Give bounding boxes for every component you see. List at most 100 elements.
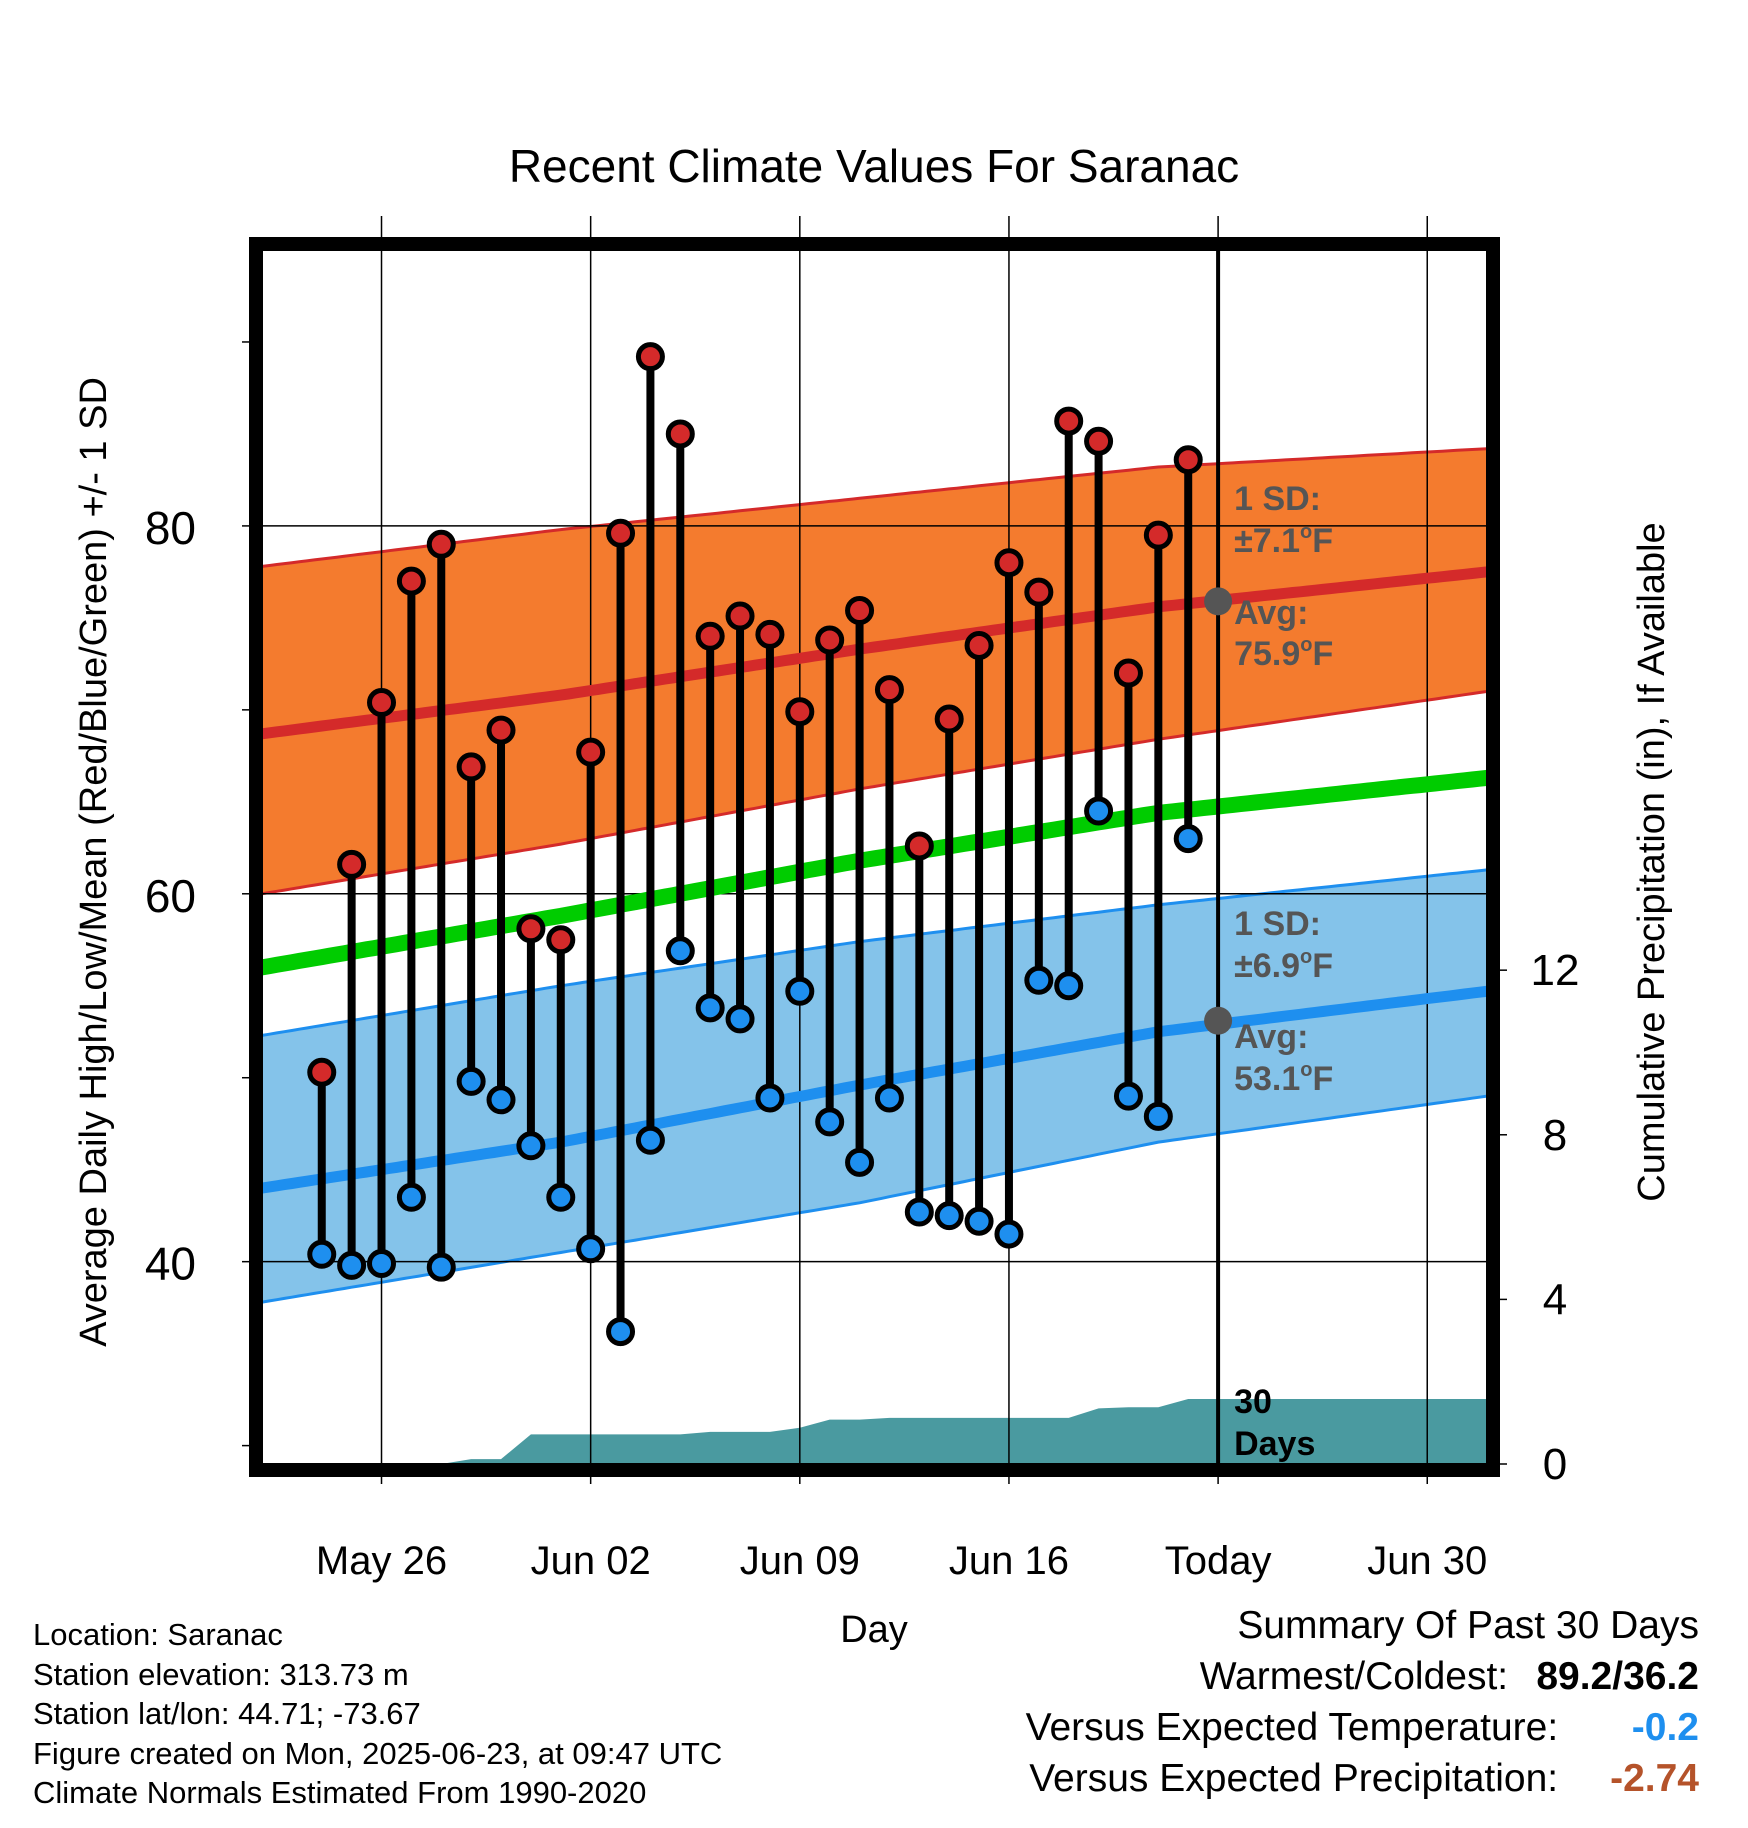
elevation-text: Station elevation: 313.73 m (33, 1656, 409, 1692)
x-tick-label-jun-02: Jun 02 (531, 1539, 651, 1583)
low-avg-label: Avg: (1234, 1018, 1308, 1056)
high-point-2025-06-17 (1024, 577, 1054, 607)
high-point-2025-06-08 (755, 619, 785, 649)
low-point-2025-06-13 (904, 1197, 934, 1227)
low-point-2025-05-29 (456, 1066, 486, 1096)
high-point-2025-06-09 (785, 697, 815, 727)
high-point-2025-05-24 (307, 1057, 337, 1087)
high-point-2025-06-07 (725, 601, 755, 631)
y-tick-label-60: 60 (145, 870, 196, 922)
avg-low-lower-line (262, 1094, 1487, 1304)
latlon-text: Station lat/lon: 44.71; -73.67 (33, 1696, 421, 1731)
x-tick-label-jun-30: Jun 30 (1367, 1539, 1487, 1583)
y2-tick-label-12: 12 (1531, 946, 1580, 995)
high-avg-label: Avg: (1234, 594, 1308, 632)
high-point-2025-06-19 (1084, 426, 1114, 456)
low-point-2025-06-05 (665, 936, 695, 966)
temp-diff-row: Versus Expected Temperature: -0.2 (1026, 1702, 1699, 1753)
warm-cold-label: Warmest/Coldest: (1199, 1655, 1509, 1698)
high-point-2025-06-15 (964, 630, 994, 660)
avg-high-lower-line (262, 690, 1487, 896)
summary-panel: Summary Of Past 30 Days Warmest/Coldest:… (1026, 1600, 1699, 1804)
low-point-2025-05-24 (307, 1239, 337, 1269)
cumulative-precip-area (262, 1399, 1487, 1464)
high-point-2025-05-27 (396, 566, 426, 596)
precip-days-label-2: Days (1234, 1425, 1315, 1463)
x-tick-label-jun-09: Jun 09 (740, 1539, 860, 1583)
low-point-2025-06-19 (1084, 796, 1114, 826)
low-point-2025-06-04 (635, 1125, 665, 1155)
low-point-2025-06-01 (546, 1182, 576, 1212)
annotations: 1 SD: ±7.1oF Avg: 75.9oF 1 SD: ±6.9oF Av… (1234, 480, 1333, 1463)
low-sd-value: ±6.9oF (1234, 946, 1333, 985)
low-point-2025-06-22 (1173, 824, 1203, 854)
y-tick-label-80: 80 (145, 502, 196, 554)
high-point-2025-06-02 (576, 737, 606, 767)
avg-high-line (262, 566, 1487, 740)
low-point-2025-06-18 (1054, 971, 1084, 1001)
high-point-2025-06-11 (845, 596, 875, 626)
low-point-2025-06-14 (934, 1201, 964, 1231)
precip-diff-value: -2.74 (1610, 1757, 1699, 1800)
low-point-2025-06-10 (815, 1107, 845, 1137)
y2-tick-label-0: 0 (1543, 1440, 1567, 1489)
low-point-2025-05-30 (486, 1085, 516, 1115)
avg-low-upper-line (262, 868, 1487, 1037)
avg-high-sd-band (262, 448, 1487, 894)
low-sd-label: 1 SD: (1234, 905, 1321, 943)
temp-diff-label: Versus Expected Temperature: (1025, 1706, 1559, 1749)
high-point-2025-06-12 (874, 675, 904, 705)
high-point-2025-06-14 (934, 704, 964, 734)
y-axis-label: Average Daily High/Low/Mean (Red/Blue/Gr… (73, 377, 115, 1347)
axes: 40 60 80 0 4 8 12 May 26 Jun 02 Jun 09 Jun 16 Today… (145, 216, 1580, 1583)
low-point-2025-06-12 (874, 1083, 904, 1113)
low-point-2025-06-08 (755, 1083, 785, 1113)
low-point-2025-06-11 (845, 1147, 875, 1177)
chart-title: Recent Climate Values For Saranac (509, 140, 1239, 192)
x-axis-label: Day (840, 1609, 908, 1651)
location-text: Location: Saranac (33, 1617, 283, 1652)
low-point-2025-06-17 (1024, 965, 1054, 995)
high-avg-value: 75.9oF (1234, 634, 1333, 673)
warm-cold-row: Warmest/Coldest: 89.2/36.2 (1026, 1651, 1699, 1702)
high-point-2025-05-30 (486, 715, 516, 745)
low-point-2025-06-09 (785, 976, 815, 1006)
low-point-2025-05-26 (367, 1249, 397, 1279)
low-point-2025-05-25 (337, 1250, 367, 1280)
high-point-2025-06-04 (635, 342, 665, 372)
high-point-2025-06-01 (546, 925, 576, 955)
x-tick-label-today: Today (1165, 1539, 1272, 1583)
high-point-2025-06-10 (815, 625, 845, 655)
station-info: Location: Saranac Station elevation: 313… (33, 1615, 722, 1813)
low-point-2025-06-16 (994, 1219, 1024, 1249)
low-point-2025-05-27 (396, 1182, 426, 1212)
low-point-2025-05-31 (516, 1131, 546, 1161)
created-text: Figure created on Mon, 2025-06-23, at 09… (33, 1735, 723, 1771)
high-sd-label: 1 SD: (1234, 480, 1321, 518)
low-point-2025-06-15 (964, 1206, 994, 1236)
x-tick-label-jun-16: Jun 16 (949, 1539, 1069, 1583)
temp-diff-value: -0.2 (1631, 1706, 1699, 1749)
low-avg-value: 53.1oF (1234, 1059, 1333, 1098)
y2-tick-label-8: 8 (1543, 1111, 1567, 1160)
y2-axis-label: Cumulative Precipitation (in), If Availa… (1631, 522, 1673, 1201)
low-point-2025-06-03 (606, 1317, 636, 1347)
high-point-2025-05-29 (456, 752, 486, 782)
precip-diff-label: Versus Expected Precipitation: (1029, 1757, 1559, 1800)
high-point-2025-06-16 (994, 548, 1024, 578)
daily-bars (307, 342, 1203, 1347)
low-point-2025-06-06 (695, 993, 725, 1023)
high-avg-point (1204, 587, 1233, 616)
avg-points (1204, 587, 1233, 1035)
y-tick-label-40: 40 (145, 1238, 196, 1290)
avg-high-upper-line (262, 447, 1487, 568)
warm-cold-value: 89.2/36.2 (1536, 1655, 1699, 1698)
high-point-2025-06-03 (606, 518, 636, 548)
high-point-2025-05-26 (367, 687, 397, 717)
summary-title: Summary Of Past 30 Days (1237, 1604, 1699, 1647)
plot-frame (249, 237, 1500, 1477)
high-point-2025-06-06 (695, 621, 725, 651)
low-avg-point (1204, 1006, 1233, 1035)
high-point-2025-06-13 (904, 831, 934, 861)
